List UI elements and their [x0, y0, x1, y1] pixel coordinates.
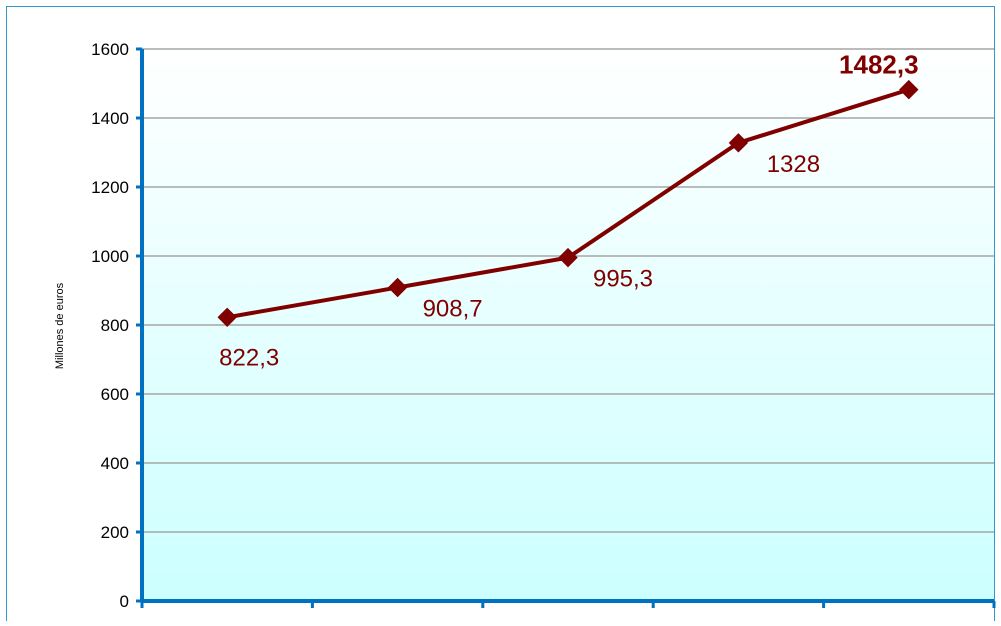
y-tick-label: 0	[120, 592, 129, 611]
data-point-marker	[558, 247, 578, 268]
axes	[136, 47, 996, 608]
data-point-marker	[217, 307, 237, 328]
y-tick-label: 600	[101, 385, 129, 404]
y-tick-label: 1200	[91, 178, 129, 197]
y-axis-title: Millones de euros	[54, 282, 66, 369]
data-label: 1328	[767, 151, 820, 178]
chart-frame	[6, 6, 995, 626]
data-series	[217, 79, 919, 328]
y-tick-labels: 0 200 400 600 800 1000 1200 1400 1600	[91, 40, 129, 611]
y-tick-label: 1600	[91, 40, 129, 59]
data-point-marker	[387, 277, 408, 298]
data-point-marker	[899, 79, 919, 100]
y-tick-label: 800	[101, 316, 129, 335]
y-tick-label: 1400	[91, 109, 129, 128]
y-tick-label: 200	[101, 523, 129, 542]
data-labels: 822,3 908,7 995,3 1328 1482,3	[219, 50, 918, 372]
data-label: 908,7	[423, 295, 483, 322]
data-label: 1482,3	[839, 50, 919, 80]
data-label: 995,3	[593, 266, 653, 293]
data-point-marker	[728, 133, 749, 153]
y-tick-label: 1000	[91, 247, 129, 266]
data-label: 822,3	[219, 344, 279, 371]
y-tick-label: 400	[101, 454, 129, 473]
